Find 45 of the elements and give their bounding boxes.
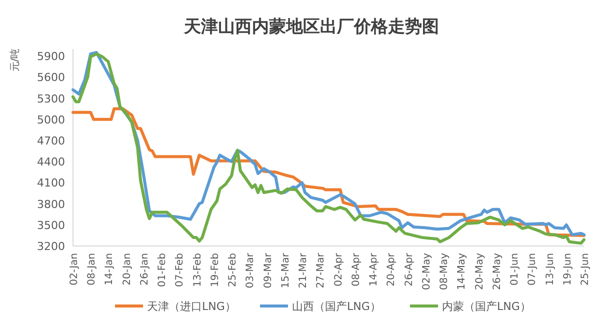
- x-tick-label: 25-Feb: [228, 253, 239, 288]
- x-tick-label: 13-Feb: [192, 253, 204, 288]
- x-tick-label: 19-Feb: [210, 253, 221, 288]
- x-tick-label: 20-May: [474, 252, 486, 290]
- x-tick-label: 14-Jan: [104, 253, 116, 286]
- x-tick-label: 08-May: [439, 252, 450, 290]
- x-tick-label: 26-May: [492, 252, 503, 290]
- y-tick-label: 3500: [37, 218, 65, 232]
- y-tick-label: 5900: [37, 50, 65, 64]
- x-tick-label: 01-Jun: [510, 253, 521, 286]
- x-tick-label: 09-Mar: [262, 252, 274, 288]
- x-tick-label: 13-Jun: [544, 253, 556, 286]
- x-tick-label: 27-Mar: [316, 252, 327, 288]
- y-tick-label: 5300: [37, 92, 65, 106]
- y-tick-label: 4700: [37, 134, 65, 148]
- x-tick-label: 20-Apr: [386, 252, 398, 286]
- x-tick-label: 08-Jan: [86, 253, 98, 286]
- x-tick-label: 21-Mar: [298, 252, 310, 288]
- x-tick-label: 03-Mar: [245, 252, 256, 288]
- x-tick-label: 14-May: [456, 252, 468, 290]
- x-tick-label: 15-Mar: [280, 252, 292, 288]
- x-tick-label: 26-Apr: [404, 252, 415, 286]
- y-tick-label: 4400: [37, 156, 65, 169]
- x-tick-label: 02-May: [421, 252, 432, 290]
- legend-label: 天津（进口LNG）: [147, 300, 236, 313]
- y-tick-label: 4100: [37, 176, 65, 190]
- x-tick-label: 26-Jan: [139, 253, 150, 286]
- y-tick-label: 3200: [37, 240, 65, 253]
- x-tick-label: 08-Apr: [350, 252, 362, 286]
- x-tick-label: 25-Jun: [580, 253, 591, 286]
- legend-label: 山西（国产LNG）: [292, 300, 381, 313]
- y-tick-label: 5000: [37, 113, 65, 126]
- x-tick-label: 14-Apr: [368, 252, 380, 286]
- x-tick-label: 02-Apr: [333, 252, 344, 286]
- chart-title: 天津山西内蒙地区出厂价格走势图: [183, 17, 439, 37]
- x-tick-label: 01-Feb: [157, 253, 168, 288]
- x-tick-label: 07-Feb: [174, 253, 186, 288]
- y-axis-title: 元/吨: [9, 48, 21, 72]
- y-tick-label: 3800: [37, 198, 65, 211]
- x-tick-label: 20-Jan: [122, 253, 133, 286]
- x-tick-label: 02-Jan: [69, 253, 80, 286]
- x-tick-label: 19-Jun: [562, 253, 574, 286]
- x-tick-label: 07-Jun: [527, 253, 538, 286]
- y-tick-label: 5600: [37, 71, 65, 84]
- legend-label: 内蒙（国产LNG）: [442, 300, 531, 313]
